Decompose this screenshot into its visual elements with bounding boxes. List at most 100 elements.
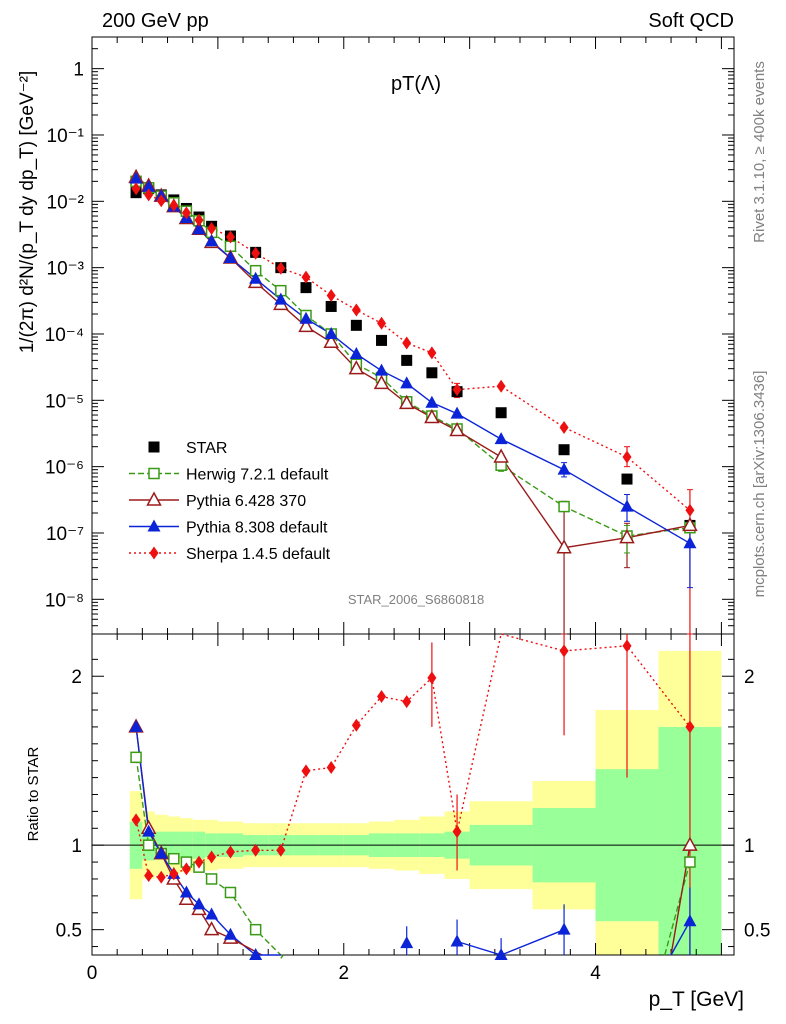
ratio-point-sherpa xyxy=(377,690,387,704)
ratio-point-sherpa xyxy=(326,760,336,774)
legend-marker-sherpa xyxy=(149,546,159,560)
data-point-star xyxy=(495,407,507,419)
ratio-point-pythia6 xyxy=(203,921,220,936)
ratio-point-pythia8 xyxy=(154,846,168,859)
data-point-sherpa xyxy=(377,316,387,330)
ratio-point-herwig xyxy=(684,856,696,868)
legend-label-pythia8: Pythia 8.308 default xyxy=(186,520,328,537)
ratio-point-herwig xyxy=(205,873,218,885)
data-point-star xyxy=(621,473,633,485)
ratio-point-sherpa xyxy=(452,825,462,839)
plot-title: pT(Λ) xyxy=(391,73,441,95)
ratio-dropoff-herwig xyxy=(280,954,284,959)
ratio-point-sherpa xyxy=(685,720,695,734)
x-tick-label: 2 xyxy=(338,963,349,984)
data-point-pythia8 xyxy=(375,363,389,376)
uncertainty-bands xyxy=(92,650,734,955)
data-point-sherpa xyxy=(351,303,361,317)
data-point-pythia8 xyxy=(142,179,156,192)
legend-marker-star xyxy=(148,441,160,453)
data-point-pythia6 xyxy=(556,539,572,554)
x-axis-label: p_T [GeV] xyxy=(649,988,744,1011)
data-point-sherpa xyxy=(225,230,235,244)
data-point-sherpa xyxy=(181,206,191,220)
legend-entry-herwig: Herwig 7.2.1 default xyxy=(129,467,329,484)
y-tick-label: 10⁻¹ xyxy=(47,126,85,147)
data-point-sherpa xyxy=(169,198,179,212)
side-note-bottom: mcplots.cern.ch [arXiv:1306.3436] xyxy=(751,371,768,598)
data-point-sherpa xyxy=(301,270,311,284)
ratio-point-sherpa xyxy=(402,695,412,709)
data-point-pythia8 xyxy=(129,171,143,184)
data-point-sherpa xyxy=(452,383,462,397)
ratio-y-tick-label: 2 xyxy=(71,667,82,688)
analysis-id: STAR_2006_S6860818 xyxy=(348,592,484,607)
ratio-y-tick-label: 0.5 xyxy=(56,921,82,942)
data-point-pythia8 xyxy=(494,432,508,445)
ratio-point-pythia8 xyxy=(129,719,143,732)
ratio-point-sherpa xyxy=(225,845,235,859)
data-point-pythia6 xyxy=(323,333,339,349)
data-point-star xyxy=(376,334,388,346)
ratio-y-tick-label: 2 xyxy=(744,667,755,688)
y-tick-label: 10⁻⁵ xyxy=(45,391,84,412)
ratio-y-tick-label: 1 xyxy=(744,836,755,857)
ratio-point-sherpa xyxy=(131,813,141,827)
legend-label-sherpa: Sherpa 1.4.5 default xyxy=(186,546,331,563)
ratio-point-sherpa xyxy=(427,671,437,685)
data-point-star xyxy=(558,444,570,456)
data-point-pythia6 xyxy=(619,529,635,544)
data-point-star xyxy=(325,300,337,312)
series-line-pythia8 xyxy=(135,178,691,544)
data-point-pythia6 xyxy=(424,408,440,424)
x-tick-label: 4 xyxy=(590,963,601,984)
ratio-point-pythia8 xyxy=(400,936,414,949)
ratio-point-pythia8 xyxy=(450,934,464,947)
legend-marker-herwig xyxy=(148,467,160,480)
legend-entry-pythia6: Pythia 6.428 370 xyxy=(129,491,306,510)
data-point-sherpa xyxy=(685,503,695,517)
data-markers xyxy=(128,168,698,960)
ratio-point-sherpa xyxy=(169,867,179,881)
data-point-sherpa xyxy=(156,194,166,208)
data-point-sherpa xyxy=(622,450,632,464)
data-point-sherpa xyxy=(496,379,506,393)
ratio-point-pythia8 xyxy=(494,948,508,960)
ratio-point-herwig xyxy=(168,852,180,865)
ratio-y-axis-label: Ratio to STAR xyxy=(25,746,42,841)
ratio-point-pythia8 xyxy=(142,824,156,837)
ratio-point-pythia8 xyxy=(683,914,697,927)
ratio-point-sherpa xyxy=(301,764,311,778)
ratio-point-herwig xyxy=(249,923,262,936)
y-tick-label: 10⁻⁶ xyxy=(45,458,84,479)
ratio-point-sherpa xyxy=(559,644,569,658)
ratio-point-herwig xyxy=(130,751,142,764)
data-point-pythia6 xyxy=(682,516,698,532)
data-point-pythia6 xyxy=(298,317,314,333)
data-point-pythia8 xyxy=(620,499,634,512)
main-plot-frame xyxy=(91,36,735,635)
data-point-pythia8 xyxy=(205,234,219,247)
ratio-point-sherpa xyxy=(194,855,204,869)
data-point-pythia8 xyxy=(192,222,206,235)
data-point-pythia6 xyxy=(373,374,390,390)
data-point-pythia6 xyxy=(449,421,465,437)
ratio-point-sherpa xyxy=(276,843,286,857)
legend-label-herwig: Herwig 7.2.1 default xyxy=(186,467,329,484)
data-point-pythia6 xyxy=(348,360,365,375)
ratio-point-sherpa xyxy=(351,718,361,732)
data-point-sherpa xyxy=(131,182,141,196)
y-tick-label: 1 xyxy=(73,60,84,81)
ratio-point-pythia8 xyxy=(557,922,571,935)
x-tick-label: 0 xyxy=(87,963,98,984)
data-point-pythia6 xyxy=(398,394,415,410)
data-point-pythia8 xyxy=(425,395,439,408)
ratio-point-sherpa xyxy=(181,862,191,876)
data-point-pythia8 xyxy=(249,271,263,284)
data-point-herwig xyxy=(558,500,570,513)
data-point-pythia8 xyxy=(223,250,237,263)
data-point-sherpa xyxy=(276,261,286,275)
ratio-point-pythia8 xyxy=(179,885,193,898)
ratio-line-pythia8 xyxy=(456,929,565,956)
data-point-pythia8 xyxy=(274,292,288,305)
